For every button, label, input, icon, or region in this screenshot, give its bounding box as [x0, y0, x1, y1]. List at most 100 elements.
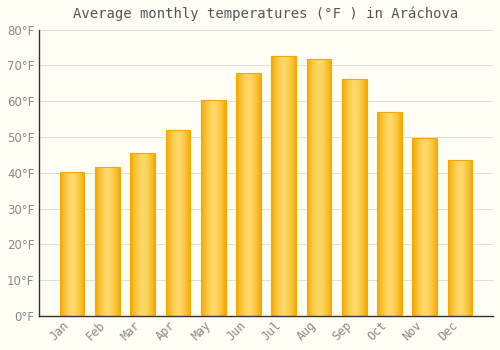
Bar — [130, 153, 155, 316]
Bar — [139, 153, 140, 316]
Bar — [107, 167, 108, 316]
Bar — [325, 59, 326, 316]
Bar — [316, 59, 317, 316]
Bar — [104, 167, 105, 316]
Bar — [321, 59, 322, 316]
Bar — [236, 72, 261, 316]
Bar — [468, 160, 469, 316]
Bar — [462, 160, 463, 316]
Bar — [237, 72, 238, 316]
Title: Average monthly temperatures (°F ) in Aráchova: Average monthly temperatures (°F ) in Ar… — [74, 7, 458, 21]
Bar — [380, 112, 381, 316]
Bar — [62, 173, 63, 316]
Bar — [346, 79, 347, 316]
Bar — [60, 173, 84, 316]
Bar — [113, 167, 114, 316]
Bar — [343, 79, 344, 316]
Bar — [111, 167, 112, 316]
Bar — [390, 112, 391, 316]
Bar — [448, 160, 449, 316]
Bar — [216, 100, 217, 316]
Bar — [137, 153, 138, 316]
Bar — [142, 153, 144, 316]
Bar — [424, 138, 425, 316]
Bar — [105, 167, 106, 316]
Bar — [187, 130, 188, 316]
Bar — [364, 79, 365, 316]
Bar — [173, 130, 174, 316]
Bar — [82, 173, 84, 316]
Bar — [342, 79, 343, 316]
Bar — [377, 112, 402, 316]
Bar — [274, 56, 275, 316]
Bar — [71, 173, 72, 316]
Bar — [412, 138, 413, 316]
Bar — [217, 100, 218, 316]
Bar — [318, 59, 319, 316]
Bar — [358, 79, 359, 316]
Bar — [286, 56, 287, 316]
Bar — [285, 56, 286, 316]
Bar — [219, 100, 220, 316]
Bar — [68, 173, 69, 316]
Bar — [275, 56, 276, 316]
Bar — [63, 173, 64, 316]
Bar — [359, 79, 360, 316]
Bar — [130, 153, 131, 316]
Bar — [379, 112, 380, 316]
Bar — [357, 79, 358, 316]
Bar — [207, 100, 208, 316]
Bar — [388, 112, 389, 316]
Bar — [168, 130, 170, 316]
Bar — [422, 138, 423, 316]
Bar — [175, 130, 176, 316]
Bar — [257, 72, 258, 316]
Bar — [245, 72, 246, 316]
Bar — [378, 112, 379, 316]
Bar — [428, 138, 429, 316]
Bar — [118, 167, 119, 316]
Bar — [136, 153, 137, 316]
Bar — [385, 112, 386, 316]
Bar — [81, 173, 82, 316]
Bar — [149, 153, 150, 316]
Bar — [456, 160, 457, 316]
Bar — [431, 138, 432, 316]
Bar — [141, 153, 142, 316]
Bar — [309, 59, 310, 316]
Bar — [97, 167, 98, 316]
Bar — [204, 100, 205, 316]
Bar — [146, 153, 147, 316]
Bar — [119, 167, 120, 316]
Bar — [184, 130, 186, 316]
Bar — [182, 130, 183, 316]
Bar — [448, 160, 472, 316]
Bar — [210, 100, 211, 316]
Bar — [317, 59, 318, 316]
Bar — [330, 59, 332, 316]
Bar — [243, 72, 244, 316]
Bar — [313, 59, 314, 316]
Bar — [463, 160, 464, 316]
Bar — [239, 72, 240, 316]
Bar — [241, 72, 242, 316]
Bar — [72, 173, 73, 316]
Bar — [205, 100, 206, 316]
Bar — [377, 112, 378, 316]
Bar — [451, 160, 452, 316]
Bar — [180, 130, 181, 316]
Bar — [78, 173, 79, 316]
Bar — [106, 167, 107, 316]
Bar — [132, 153, 133, 316]
Bar — [354, 79, 355, 316]
Bar — [134, 153, 136, 316]
Bar — [381, 112, 382, 316]
Bar — [464, 160, 465, 316]
Bar — [250, 72, 251, 316]
Bar — [66, 173, 67, 316]
Bar — [361, 79, 362, 316]
Bar — [148, 153, 149, 316]
Bar — [278, 56, 279, 316]
Bar — [246, 72, 248, 316]
Bar — [76, 173, 77, 316]
